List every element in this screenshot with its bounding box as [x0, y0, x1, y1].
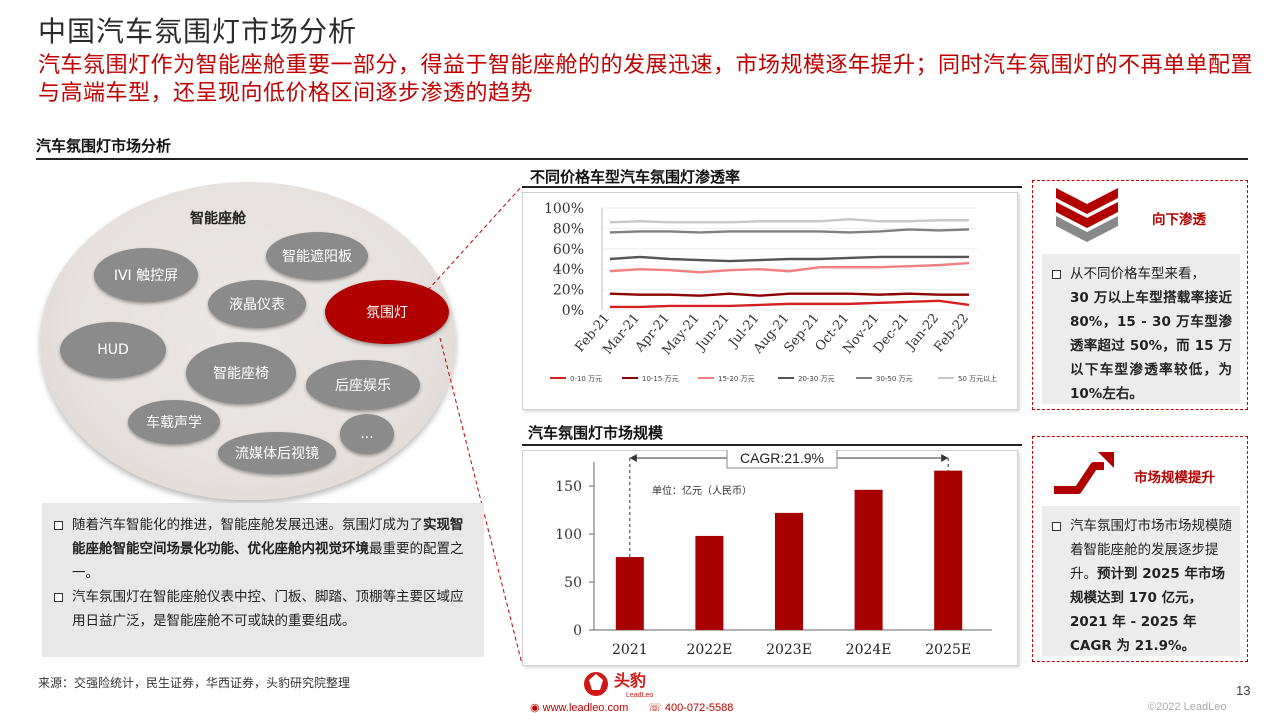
left-bullet-2: 汽车氛围灯在智能座舱仪表中控、门板、脚踏、顶棚等主要区域应用日益广泛，是智能座舱… [54, 585, 472, 633]
page-title: 中国汽车氛围灯市场分析 [38, 15, 358, 48]
left-bullet-1-bold: 实现智能座舱智能空间场景化功能、优化座舱内视觉环境 [72, 517, 464, 557]
panel-bottom-text-bold: 预计到 2025 年市场规模达到 170 亿元， 2021 年 - 2025 年… [1070, 566, 1225, 654]
bar-chart-xtick: 2025E [925, 642, 971, 658]
cagr-arrow-head-right [941, 454, 949, 462]
line-series-3 [609, 255, 969, 263]
bar-chart: 150 100 50 0 2021 2022E 2023E 2024E 2025E CAGR:21… [555, 450, 992, 658]
cagr-arrow-head-left [629, 454, 637, 462]
left-bullet-1-a: 随着汽车智能化的推进，智能座舱发展迅速。氛围灯成为了 [72, 517, 423, 533]
line-series-2 [609, 261, 970, 274]
phone-icon: ☏ [648, 702, 662, 714]
line-chart-title: 不同价格车型汽车氛围灯渗透率 [530, 168, 741, 186]
panel-top-bullet: 从不同价格车型来看， 30 万以上车型搭载率接近 80%，15 - 30 万车型渗… [1052, 262, 1232, 406]
bar-chart-xtick: 2023E [766, 642, 812, 658]
legend-label: 15-20 万元 [718, 375, 755, 383]
chevron-down-stack-icon [1056, 188, 1118, 242]
left-bullet-2-text: 汽车氛围灯在智能座舱仪表中控、门板、脚踏、顶棚等主要区域应用日益广泛，是智能座舱… [72, 589, 464, 629]
logo-subtext: LeadLeo [626, 692, 653, 699]
bubble-ivi: IVI 触控屏 [94, 248, 198, 302]
line-chart-ytick: 60% [553, 242, 584, 258]
legend-label: 30-50 万元 [876, 375, 913, 383]
line-chart-divider [522, 186, 1022, 188]
footer-website-link[interactable]: ◉ www.leadleo.com [530, 701, 628, 714]
bubble-lcd-cluster: 液晶仪表 [208, 280, 306, 328]
bubble-rear-entertainment: 后座娱乐 [306, 360, 420, 410]
bubble-ambient-light: 氛围灯 [325, 280, 449, 344]
panel-bottom-text: 汽车氛围灯市场市场规模随着智能座舱的发展逐步提升。预计到 2025 年市场规模达… [1042, 506, 1240, 656]
bullet-square-icon [54, 593, 63, 602]
footer-phone: ☏ 400-072-5588 [648, 701, 733, 714]
panel-top-text-a: 从不同价格车型来看， [1070, 266, 1205, 282]
panel-top-text: 从不同价格车型来看， 30 万以上车型搭载率接近 80%，15 - 30 万车型渗… [1042, 254, 1240, 404]
line-chart-ytick: 20% [553, 283, 584, 299]
cagr-label: CAGR:21.9% [740, 450, 824, 466]
bar-chart-ytick: 100 [555, 527, 582, 543]
bubble-hud: HUD [60, 322, 166, 378]
bar-chart-ytick: 0 [573, 623, 582, 639]
bar-2023E [775, 512, 803, 630]
line-series-0 [610, 299, 970, 309]
legend-label: 20-30 万元 [798, 375, 835, 383]
cagr-label-box [726, 450, 838, 469]
diagram-title: 智能座舱 [190, 211, 246, 227]
bar-2024E [854, 489, 883, 630]
bar-chart-xtick: 2022E [686, 642, 732, 658]
line-chart-ytick: 0% [562, 303, 584, 319]
footer-phone-text: 400-072-5588 [664, 702, 734, 714]
trend-up-arrow-icon [1054, 452, 1114, 494]
bar-chart-ytick: 50 [564, 575, 582, 591]
legend-label: 10-15 万元 [642, 375, 679, 383]
line-chart-ytick: 80% [553, 221, 584, 237]
panel-top-heading: 向下渗透 [1152, 212, 1206, 228]
bubble-car-acoustics: 车载声学 [128, 400, 220, 444]
bubble-more: ... [340, 414, 394, 454]
bullet-square-icon [1052, 522, 1061, 531]
page-subtitle: 汽车氛围灯作为智能座舱重要一部分，得益于智能座舱的的发展迅速，市场规模逐年提升；… [38, 53, 1254, 106]
panel-top-text-bold: 30 万以上车型搭载率接近 80%，15 - 30 万车型渗透率超过 50%，而… [1070, 290, 1232, 402]
copyright: ©2022 LeadLeo [1148, 701, 1227, 713]
section-divider [36, 158, 1248, 160]
bar-2022E [695, 535, 724, 630]
line-series-4 [609, 228, 970, 234]
source-note: 来源：交强险统计，民生证券，华西证券，头豹研究院整理 [38, 676, 351, 690]
bubble-sun-visor: 智能遮阳板 [266, 232, 368, 280]
section-label: 汽车氛围灯市场分析 [36, 137, 172, 155]
bubble-smart-seat: 智能座椅 [186, 342, 296, 404]
legend-label: 50 万元以上 [958, 374, 997, 383]
bar-chart-ytick: 150 [555, 479, 582, 495]
page-number: 13 [1236, 683, 1251, 698]
bar-chart-xtick: 2024E [846, 642, 892, 658]
footer-website-text: www.leadleo.com [542, 702, 629, 714]
line-chart-ytick: 40% [553, 262, 584, 278]
left-text-box: 随着汽车智能化的推进，智能座舱发展迅速。氛围灯成为了实现智能座舱智能空间场景化功… [42, 503, 484, 657]
bar-chart-divider [522, 444, 1022, 446]
line-series-5 [609, 218, 969, 224]
line-chart: 100%80%60%40%20%0%Feb-21Mar-21Apr-21May-… [544, 201, 997, 383]
logo-text: 头豹 [614, 671, 646, 690]
left-bullet-1: 随着汽车智能化的推进，智能座舱发展迅速。氛围灯成为了实现智能座舱智能空间场景化功… [54, 513, 472, 585]
bar-chart-xtick: 2021 [612, 642, 648, 658]
panel-bottom-text-a: 汽车氛围灯市场市场规模随着智能座舱的发展逐步提升。 [1070, 518, 1232, 582]
bar-2021 [615, 557, 644, 630]
globe-icon: ◉ [530, 702, 540, 714]
bar-chart-unit-label: 单位：亿元（人民币） [652, 484, 752, 497]
bar-2025E [934, 470, 963, 630]
legend-label: 0-10 万元 [570, 375, 602, 383]
line-series-1 [609, 292, 969, 297]
panel-bottom-bullet: 汽车氛围灯市场市场规模随着智能座舱的发展逐步提升。预计到 2025 年市场规模达… [1052, 514, 1232, 658]
bubble-streaming-mirror: 流媒体后视镜 [218, 432, 336, 474]
line-chart-ytick: 100% [544, 201, 584, 217]
leadleo-logo-icon: 头豹 LeadLeo [584, 671, 653, 699]
left-bullet-1-c: 最重要的配置之一。 [72, 541, 464, 581]
bar-chart-title: 汽车氛围灯市场规模 [528, 424, 664, 442]
bullet-square-icon [54, 521, 63, 530]
panel-bottom-heading: 市场规模提升 [1134, 470, 1215, 486]
bullet-square-icon [1052, 270, 1061, 279]
